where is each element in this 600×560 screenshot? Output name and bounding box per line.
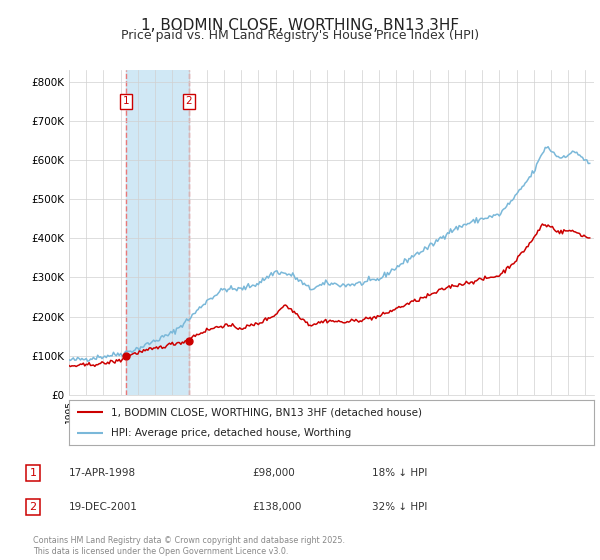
Text: £98,000: £98,000 bbox=[252, 468, 295, 478]
Text: 17-APR-1998: 17-APR-1998 bbox=[69, 468, 136, 478]
Text: 1: 1 bbox=[122, 96, 129, 106]
Text: £138,000: £138,000 bbox=[252, 502, 301, 512]
Text: 1, BODMIN CLOSE, WORTHING, BN13 3HF (detached house): 1, BODMIN CLOSE, WORTHING, BN13 3HF (det… bbox=[111, 408, 422, 418]
Text: 18% ↓ HPI: 18% ↓ HPI bbox=[372, 468, 427, 478]
Text: Contains HM Land Registry data © Crown copyright and database right 2025.
This d: Contains HM Land Registry data © Crown c… bbox=[33, 536, 345, 556]
Text: 2: 2 bbox=[185, 96, 192, 106]
Bar bbox=[125, 70, 189, 395]
Text: 32% ↓ HPI: 32% ↓ HPI bbox=[372, 502, 427, 512]
Text: 2: 2 bbox=[29, 502, 37, 512]
Text: 19-DEC-2001: 19-DEC-2001 bbox=[69, 502, 138, 512]
Text: HPI: Average price, detached house, Worthing: HPI: Average price, detached house, Wort… bbox=[111, 428, 351, 438]
Text: 1: 1 bbox=[29, 468, 37, 478]
Text: Price paid vs. HM Land Registry's House Price Index (HPI): Price paid vs. HM Land Registry's House … bbox=[121, 29, 479, 42]
Text: 1, BODMIN CLOSE, WORTHING, BN13 3HF: 1, BODMIN CLOSE, WORTHING, BN13 3HF bbox=[141, 18, 459, 33]
